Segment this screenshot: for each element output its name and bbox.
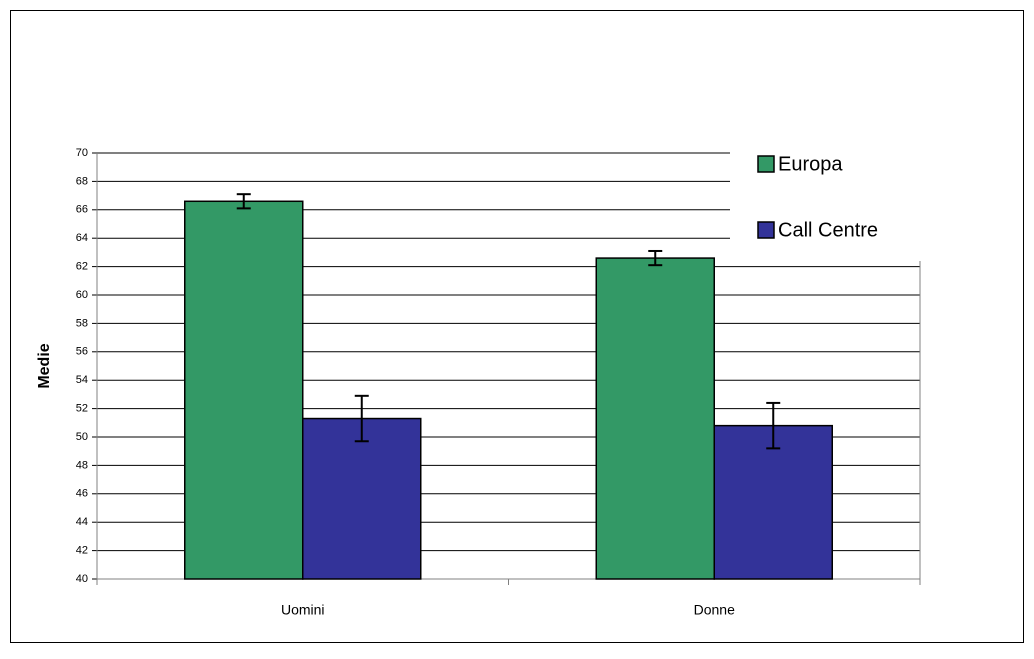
y-tick-label: 44	[76, 516, 88, 528]
y-tick-label: 56	[76, 346, 88, 358]
y-tick-label: 52	[76, 403, 88, 415]
legend-label: Europa	[778, 153, 843, 175]
y-tick-label: 42	[76, 545, 88, 557]
error-bar	[766, 401, 781, 450]
legend-label: Call Centre	[778, 219, 878, 241]
error-bar	[354, 394, 369, 443]
y-tick-label: 66	[76, 204, 88, 216]
bar	[595, 257, 715, 580]
y-tick-label: 68	[76, 175, 88, 187]
y-tick-label: 60	[76, 289, 88, 301]
y-tick-label: 62	[76, 261, 88, 273]
chart-border	[10, 10, 1024, 643]
y-tick-label: 46	[76, 488, 88, 500]
y-tick-label: 58	[76, 317, 88, 329]
y-tick-label: 64	[76, 232, 88, 244]
x-tick-label: Uomini	[281, 602, 325, 618]
error-bar	[648, 249, 663, 267]
x-tick-label: Donne	[694, 602, 735, 618]
y-tick-label: 50	[76, 431, 88, 443]
bar	[713, 424, 833, 580]
y-tick-label: 70	[76, 147, 88, 159]
legend-swatch	[757, 221, 775, 239]
bar	[184, 200, 304, 580]
y-tick-label: 40	[76, 573, 88, 585]
y-tick-label: 48	[76, 459, 88, 471]
bar	[302, 417, 422, 580]
legend-swatch	[757, 155, 775, 173]
y-axis-label: Medie	[36, 343, 53, 388]
y-tick-label: 54	[76, 374, 88, 386]
error-bar	[236, 193, 251, 210]
